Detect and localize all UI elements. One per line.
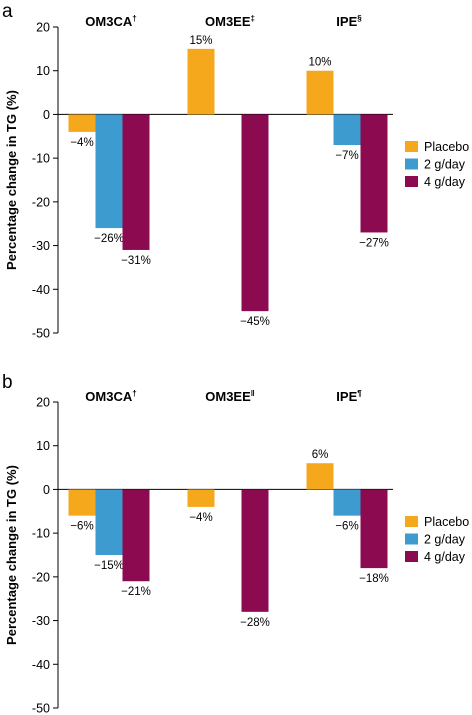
bar	[306, 70, 334, 115]
legend-label: Placebo	[424, 515, 469, 529]
bar	[95, 489, 123, 555]
y-tick-label: -50	[32, 702, 50, 715]
data-label: −26%	[94, 233, 124, 245]
data-label: 15%	[189, 35, 212, 47]
bar	[95, 114, 123, 229]
data-label: −7%	[335, 150, 358, 162]
y-tick-label: -30	[32, 239, 50, 253]
y-tick-label: -20	[32, 570, 50, 584]
group-label: OM3EEǁ	[205, 389, 255, 404]
bar	[333, 114, 361, 146]
y-tick-label: 10	[36, 64, 50, 78]
legend-label: 2 g/day	[424, 533, 466, 547]
legend-label: 4 g/day	[424, 175, 466, 189]
panel-b: b 20 10 0 -10 -20 -30 -40 -50 Percentage change i…	[2, 372, 469, 715]
bar	[187, 489, 215, 507]
bar	[122, 489, 150, 582]
data-label: 10%	[308, 57, 331, 69]
group-label: OM3EE‡	[205, 14, 255, 29]
data-label: 6%	[312, 449, 329, 461]
legend-swatch	[405, 176, 418, 187]
panel-letter: b	[2, 372, 13, 393]
y-tick-label: 0	[43, 483, 50, 497]
y-tick-label: 20	[36, 396, 50, 410]
bar	[68, 489, 96, 516]
legend-label: 2 g/day	[424, 158, 466, 172]
legend-swatch	[405, 516, 418, 527]
data-label: −6%	[335, 521, 358, 533]
bar	[360, 114, 388, 233]
group-label: OM3CA†	[85, 389, 136, 404]
y-tick-label: -20	[32, 195, 50, 209]
panel-letter: a	[2, 1, 13, 22]
y-tick-label: 10	[36, 439, 50, 453]
panel-a: a 20 10 0 -10 -20 -30 -40 -50 Percentage change i…	[2, 1, 469, 341]
bar	[68, 114, 96, 132]
group-label: IPE§	[336, 14, 362, 29]
data-label: −4%	[70, 137, 93, 149]
legend-label: 4 g/day	[424, 550, 466, 564]
legend-swatch	[405, 533, 418, 545]
y-axis-title: Percentage change in TG (%)	[4, 465, 19, 645]
data-label: −21%	[121, 586, 151, 598]
y-tick-label: 20	[36, 21, 50, 35]
y-tick-label: 0	[43, 108, 50, 122]
bar	[360, 489, 388, 569]
group-label: OM3CA†	[85, 14, 136, 29]
group-label: IPE¶	[336, 389, 362, 404]
legend-swatch	[405, 158, 418, 170]
bar	[122, 114, 150, 250]
bar	[241, 489, 269, 612]
data-label: −6%	[70, 521, 93, 533]
data-label: −15%	[94, 560, 124, 572]
data-label: −28%	[240, 617, 270, 629]
y-tick-label: -50	[32, 327, 50, 341]
y-tick-label: -10	[32, 152, 50, 166]
y-axis-title: Percentage change in TG (%)	[4, 90, 19, 270]
bar	[241, 114, 269, 312]
y-tick-label: -10	[32, 527, 50, 541]
y-tick-label: -40	[32, 283, 50, 297]
bar	[306, 463, 334, 490]
bar	[333, 489, 361, 516]
legend-label: Placebo	[424, 140, 469, 154]
data-label: −27%	[359, 237, 389, 249]
legend-swatch	[405, 141, 418, 152]
data-label: −45%	[240, 316, 270, 328]
data-label: −18%	[359, 573, 389, 585]
data-label: −31%	[121, 255, 151, 267]
data-label: −4%	[189, 512, 212, 524]
y-tick-label: -30	[32, 614, 50, 628]
y-tick-label: -40	[32, 658, 50, 672]
legend-swatch	[405, 551, 418, 562]
bar	[187, 48, 215, 115]
